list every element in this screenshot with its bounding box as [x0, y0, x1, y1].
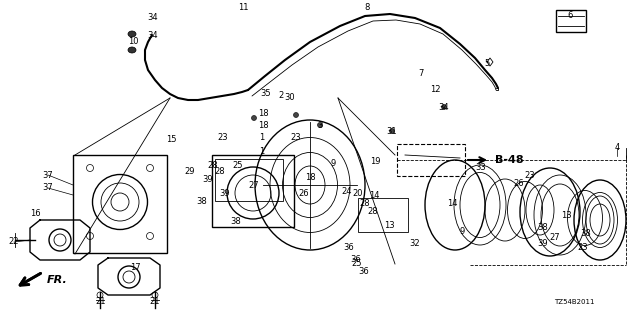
Text: 34: 34 [148, 12, 158, 21]
Text: 32: 32 [410, 238, 420, 247]
Text: 11: 11 [237, 4, 248, 12]
Text: 9: 9 [460, 228, 465, 236]
Text: 27: 27 [550, 233, 560, 242]
FancyArrowPatch shape [20, 273, 40, 285]
Text: FR.: FR. [47, 275, 68, 285]
Bar [397, 144, 465, 176]
Text: 25: 25 [233, 162, 243, 171]
Text: 39: 39 [538, 239, 548, 249]
Text: 22: 22 [9, 237, 19, 246]
Text: 37: 37 [43, 183, 53, 193]
Text: 23: 23 [291, 132, 301, 141]
Text: 35: 35 [260, 89, 271, 98]
Ellipse shape [128, 31, 136, 37]
Text: 30: 30 [285, 93, 295, 102]
Text: 9: 9 [330, 158, 335, 167]
Text: 2: 2 [278, 92, 284, 100]
Text: 28: 28 [368, 207, 378, 217]
Ellipse shape [442, 105, 447, 109]
Text: 5: 5 [484, 60, 490, 68]
Text: 24: 24 [342, 187, 352, 196]
Text: 1: 1 [259, 132, 264, 141]
Text: 23: 23 [218, 132, 228, 141]
Text: 28: 28 [214, 167, 225, 177]
Text: 4: 4 [614, 143, 620, 153]
Text: 25: 25 [352, 260, 362, 268]
Bar [556, 10, 586, 32]
Text: 33: 33 [476, 164, 486, 172]
Bar [215, 159, 283, 201]
Text: 28: 28 [360, 198, 371, 207]
Bar [212, 155, 294, 227]
Text: 20: 20 [353, 189, 364, 198]
Text: 31: 31 [387, 126, 397, 135]
Ellipse shape [128, 47, 136, 53]
Text: 36: 36 [358, 268, 369, 276]
Text: 39: 39 [220, 188, 230, 197]
Bar [73, 155, 167, 253]
Text: 21: 21 [150, 298, 160, 307]
Text: 17: 17 [130, 263, 140, 273]
Text: 18: 18 [258, 108, 268, 117]
Text: 18: 18 [258, 122, 268, 131]
Text: 38: 38 [230, 218, 241, 227]
Text: 6: 6 [567, 12, 573, 20]
Text: 34: 34 [438, 102, 449, 111]
Text: 21: 21 [96, 298, 106, 307]
Text: 39: 39 [203, 174, 213, 183]
Text: 34: 34 [148, 30, 158, 39]
Text: 18: 18 [305, 172, 316, 181]
Text: 38: 38 [196, 196, 207, 205]
Text: 19: 19 [370, 156, 380, 165]
Text: B-48: B-48 [495, 155, 524, 165]
Text: 38: 38 [580, 229, 591, 238]
Text: 13: 13 [561, 211, 572, 220]
Ellipse shape [390, 129, 394, 133]
Ellipse shape [317, 123, 323, 127]
Text: 12: 12 [429, 84, 440, 93]
Text: 13: 13 [384, 221, 394, 230]
Text: 7: 7 [419, 69, 424, 78]
Text: 8: 8 [364, 4, 370, 12]
Text: 14: 14 [369, 191, 380, 201]
Bar [358, 198, 408, 232]
Text: 26: 26 [514, 179, 524, 188]
Text: 26: 26 [299, 189, 309, 198]
Ellipse shape [294, 113, 298, 117]
Text: 36: 36 [351, 255, 362, 265]
Text: 3: 3 [317, 121, 323, 130]
Text: TZ54B2011: TZ54B2011 [554, 299, 595, 305]
Text: 29: 29 [185, 167, 195, 177]
Text: 16: 16 [29, 209, 40, 218]
Text: 36: 36 [344, 244, 355, 252]
Text: 10: 10 [128, 37, 138, 46]
Text: 15: 15 [166, 134, 176, 143]
Ellipse shape [252, 116, 257, 121]
Text: 28: 28 [208, 161, 218, 170]
Text: 23: 23 [578, 244, 588, 252]
Text: 1: 1 [259, 147, 264, 156]
Text: 37: 37 [43, 171, 53, 180]
Text: 23: 23 [525, 172, 535, 180]
Text: 14: 14 [447, 199, 457, 209]
Text: 27: 27 [249, 180, 259, 189]
Text: 38: 38 [538, 223, 548, 233]
